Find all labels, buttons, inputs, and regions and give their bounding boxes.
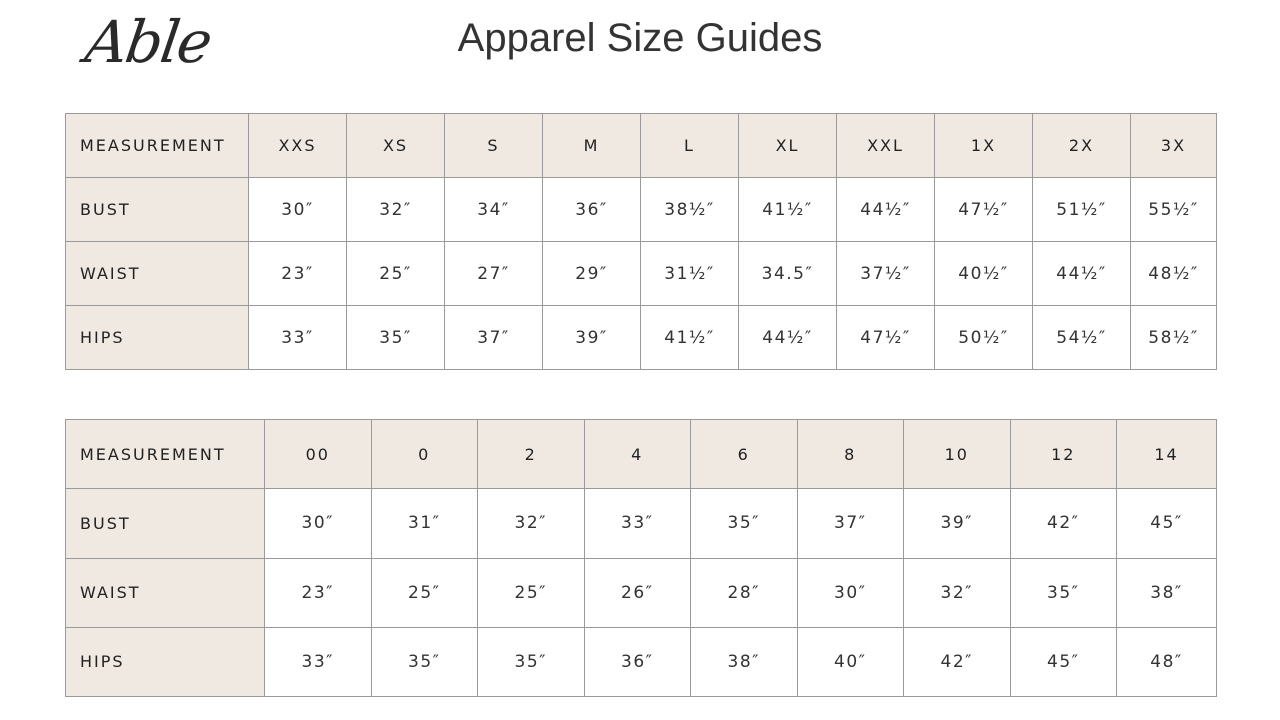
numeric-size-table: MEASUREMENT 00 0 2 4 6 8 10 12 14 BUST 30″ 31″ 32″ 33″… <box>65 418 1217 698</box>
measurement-cell: 35″ <box>370 626 478 698</box>
measurement-cell: 25″ <box>477 557 585 628</box>
measurement-cell: 23″ <box>248 241 347 306</box>
measurement-cell: 35″ <box>690 488 798 559</box>
measurement-header: MEASUREMENT <box>65 113 249 178</box>
size-header: 8 <box>796 418 904 490</box>
measurement-cell: 38″ <box>1116 557 1217 628</box>
measurement-cell: 40″ <box>796 626 904 698</box>
table-row: BUST 30″ 32″ 34″ 36″ 38½″ 41½″ 44½″ 47½″ 51½″ 55½″ <box>65 177 1217 242</box>
row-label: BUST <box>65 488 265 559</box>
size-header: M <box>542 113 641 178</box>
measurement-cell: 55½″ <box>1130 177 1217 242</box>
measurement-cell: 23″ <box>264 557 372 628</box>
measurement-cell: 40½″ <box>934 241 1033 306</box>
measurement-cell: 29″ <box>542 241 641 306</box>
measurement-cell: 35″ <box>346 305 445 370</box>
measurement-cell: 42″ <box>1009 488 1117 559</box>
size-header: 6 <box>690 418 798 490</box>
size-header: 0 <box>370 418 478 490</box>
measurement-cell: 38″ <box>690 626 798 698</box>
measurement-cell: 47½″ <box>836 305 935 370</box>
size-header: S <box>444 113 543 178</box>
measurement-cell: 32″ <box>346 177 445 242</box>
measurement-cell: 31½″ <box>640 241 739 306</box>
measurement-cell: 25″ <box>370 557 478 628</box>
measurement-cell: 50½″ <box>934 305 1033 370</box>
measurement-cell: 27″ <box>444 241 543 306</box>
measurement-cell: 36″ <box>542 177 641 242</box>
measurement-cell: 33″ <box>264 626 372 698</box>
measurement-cell: 30″ <box>248 177 347 242</box>
measurement-cell: 44½″ <box>1032 241 1131 306</box>
size-header: XS <box>346 113 445 178</box>
measurement-cell: 51½″ <box>1032 177 1131 242</box>
measurement-cell: 36″ <box>583 626 691 698</box>
size-header: 2 <box>477 418 585 490</box>
measurement-cell: 25″ <box>346 241 445 306</box>
measurement-cell: 34.5″ <box>738 241 837 306</box>
measurement-cell: 44½″ <box>836 177 935 242</box>
measurement-cell: 33″ <box>248 305 347 370</box>
row-label: HIPS <box>65 626 265 698</box>
measurement-cell: 30″ <box>796 557 904 628</box>
measurement-cell: 54½″ <box>1032 305 1131 370</box>
table-row: BUST 30″ 31″ 32″ 33″ 35″ 37″ 39″ 42″ 45″ <box>65 488 1217 559</box>
measurement-cell: 32″ <box>477 488 585 559</box>
size-header: XL <box>738 113 837 178</box>
measurement-cell: 33″ <box>583 488 691 559</box>
measurement-cell: 34″ <box>444 177 543 242</box>
size-header: 1X <box>934 113 1033 178</box>
size-header: L <box>640 113 739 178</box>
measurement-cell: 28″ <box>690 557 798 628</box>
measurement-cell: 45″ <box>1009 626 1117 698</box>
measurement-cell: 39″ <box>542 305 641 370</box>
size-header: 00 <box>264 418 372 490</box>
size-header: 3X <box>1130 113 1217 178</box>
header-row: MEASUREMENT XXS XS S M L XL XXL 1X 2X 3X <box>65 113 1217 178</box>
header-row: MEASUREMENT 00 0 2 4 6 8 10 12 14 <box>65 418 1217 490</box>
measurement-cell: 44½″ <box>738 305 837 370</box>
measurement-cell: 42″ <box>903 626 1011 698</box>
letter-size-table: MEASUREMENT XXS XS S M L XL XXL 1X 2X 3X BUST 30″ 32″… <box>65 113 1217 370</box>
size-header: 4 <box>583 418 691 490</box>
measurement-cell: 37″ <box>444 305 543 370</box>
size-header: XXL <box>836 113 935 178</box>
measurement-cell: 26″ <box>583 557 691 628</box>
measurement-cell: 31″ <box>370 488 478 559</box>
row-label: BUST <box>65 177 249 242</box>
measurement-cell: 30″ <box>264 488 372 559</box>
row-label: HIPS <box>65 305 249 370</box>
size-header: XXS <box>248 113 347 178</box>
measurement-cell: 41½″ <box>640 305 739 370</box>
page-title: Apparel Size Guides <box>457 16 823 60</box>
size-header: 10 <box>903 418 1011 490</box>
measurement-cell: 45″ <box>1116 488 1217 559</box>
measurement-cell: 35″ <box>1009 557 1117 628</box>
table-row: WAIST 23″ 25″ 25″ 26″ 28″ 30″ 32″ 35″ 38″ <box>65 557 1217 628</box>
measurement-cell: 48½″ <box>1130 241 1217 306</box>
measurement-cell: 37″ <box>796 488 904 559</box>
measurement-cell: 37½″ <box>836 241 935 306</box>
measurement-cell: 39″ <box>903 488 1011 559</box>
size-header: 12 <box>1009 418 1117 490</box>
measurement-cell: 58½″ <box>1130 305 1217 370</box>
measurement-cell: 48″ <box>1116 626 1217 698</box>
measurement-header: MEASUREMENT <box>65 418 265 490</box>
measurement-cell: 38½″ <box>640 177 739 242</box>
table-row: HIPS 33″ 35″ 37″ 39″ 41½″ 44½″ 47½″ 50½″ 54½″ 58½″ <box>65 305 1217 370</box>
measurement-cell: 47½″ <box>934 177 1033 242</box>
size-header: 2X <box>1032 113 1131 178</box>
measurement-cell: 32″ <box>903 557 1011 628</box>
table-row: HIPS 33″ 35″ 35″ 36″ 38″ 40″ 42″ 45″ 48″ <box>65 626 1217 698</box>
measurement-cell: 35″ <box>477 626 585 698</box>
row-label: WAIST <box>65 241 249 306</box>
measurement-cell: 41½″ <box>738 177 837 242</box>
size-header: 14 <box>1116 418 1217 490</box>
row-label: WAIST <box>65 557 265 628</box>
table-row: WAIST 23″ 25″ 27″ 29″ 31½″ 34.5″ 37½″ 40½″ 44½″ 48… <box>65 241 1217 306</box>
